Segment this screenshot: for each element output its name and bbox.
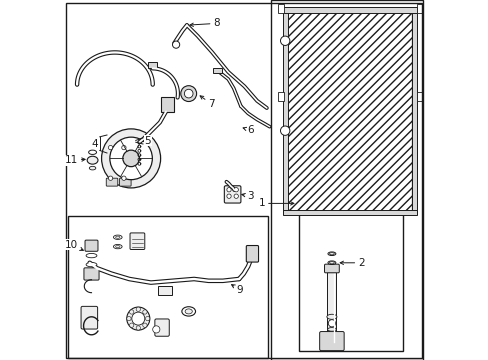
- Bar: [271, 0, 422, 360]
- FancyBboxPatch shape: [130, 233, 144, 249]
- FancyBboxPatch shape: [120, 178, 131, 186]
- Text: 7: 7: [200, 96, 214, 109]
- Bar: [158, 286, 171, 295]
- Circle shape: [181, 86, 196, 102]
- Ellipse shape: [113, 235, 122, 239]
- Ellipse shape: [327, 261, 335, 265]
- Ellipse shape: [115, 236, 120, 238]
- Circle shape: [129, 310, 134, 314]
- Bar: [298, 212, 402, 351]
- Text: 9: 9: [231, 285, 243, 295]
- FancyBboxPatch shape: [224, 186, 241, 203]
- Bar: [416, 92, 422, 101]
- Ellipse shape: [182, 307, 195, 316]
- Ellipse shape: [327, 252, 335, 256]
- Circle shape: [122, 150, 139, 167]
- Ellipse shape: [185, 309, 192, 314]
- Circle shape: [136, 307, 140, 311]
- FancyBboxPatch shape: [81, 306, 98, 329]
- Circle shape: [226, 194, 231, 198]
- Circle shape: [172, 41, 179, 48]
- Circle shape: [280, 36, 289, 45]
- Circle shape: [129, 323, 134, 327]
- FancyBboxPatch shape: [84, 268, 99, 280]
- Ellipse shape: [327, 328, 336, 331]
- Bar: [68, 216, 267, 358]
- Circle shape: [145, 316, 149, 321]
- Ellipse shape: [327, 320, 335, 327]
- Circle shape: [234, 188, 238, 192]
- Circle shape: [184, 89, 193, 98]
- Circle shape: [102, 129, 160, 188]
- Text: 2: 2: [340, 258, 364, 268]
- Circle shape: [108, 145, 113, 150]
- Ellipse shape: [115, 246, 120, 248]
- Circle shape: [132, 312, 144, 325]
- Bar: [282, 7, 416, 13]
- Ellipse shape: [88, 150, 96, 154]
- FancyBboxPatch shape: [155, 319, 169, 336]
- Bar: [109, 146, 133, 180]
- Circle shape: [122, 176, 126, 180]
- FancyBboxPatch shape: [85, 240, 98, 251]
- Circle shape: [226, 188, 231, 192]
- Ellipse shape: [89, 166, 96, 170]
- Ellipse shape: [113, 244, 122, 249]
- Text: 4: 4: [91, 139, 98, 149]
- Circle shape: [126, 316, 131, 321]
- Circle shape: [108, 176, 113, 180]
- Circle shape: [136, 326, 140, 330]
- Bar: [327, 272, 336, 344]
- Bar: [160, 97, 173, 112]
- Text: 8: 8: [190, 18, 219, 28]
- Bar: [277, 4, 283, 13]
- Circle shape: [280, 126, 289, 135]
- Circle shape: [110, 137, 152, 180]
- Bar: [411, 9, 416, 212]
- Text: 5: 5: [144, 136, 151, 146]
- Text: 6: 6: [243, 125, 253, 135]
- Ellipse shape: [86, 253, 97, 258]
- FancyBboxPatch shape: [246, 246, 258, 262]
- Ellipse shape: [329, 262, 334, 264]
- Text: 1: 1: [258, 198, 293, 208]
- Ellipse shape: [329, 253, 334, 255]
- Bar: [286, 11, 411, 211]
- Ellipse shape: [87, 156, 98, 164]
- Text: 10: 10: [65, 240, 83, 251]
- Text: 11: 11: [65, 155, 85, 165]
- Bar: [416, 4, 422, 13]
- Bar: [282, 9, 287, 212]
- FancyBboxPatch shape: [106, 178, 118, 186]
- Circle shape: [234, 194, 238, 198]
- FancyBboxPatch shape: [319, 332, 344, 351]
- Circle shape: [152, 326, 160, 333]
- Ellipse shape: [86, 262, 97, 267]
- Bar: [148, 62, 157, 68]
- Circle shape: [142, 310, 147, 314]
- FancyBboxPatch shape: [324, 264, 339, 273]
- Circle shape: [126, 307, 149, 330]
- Text: 3: 3: [242, 191, 253, 201]
- Circle shape: [122, 145, 126, 150]
- Bar: [213, 68, 222, 73]
- Bar: [282, 210, 416, 215]
- Circle shape: [142, 323, 147, 327]
- Bar: [277, 92, 283, 101]
- Ellipse shape: [326, 314, 336, 319]
